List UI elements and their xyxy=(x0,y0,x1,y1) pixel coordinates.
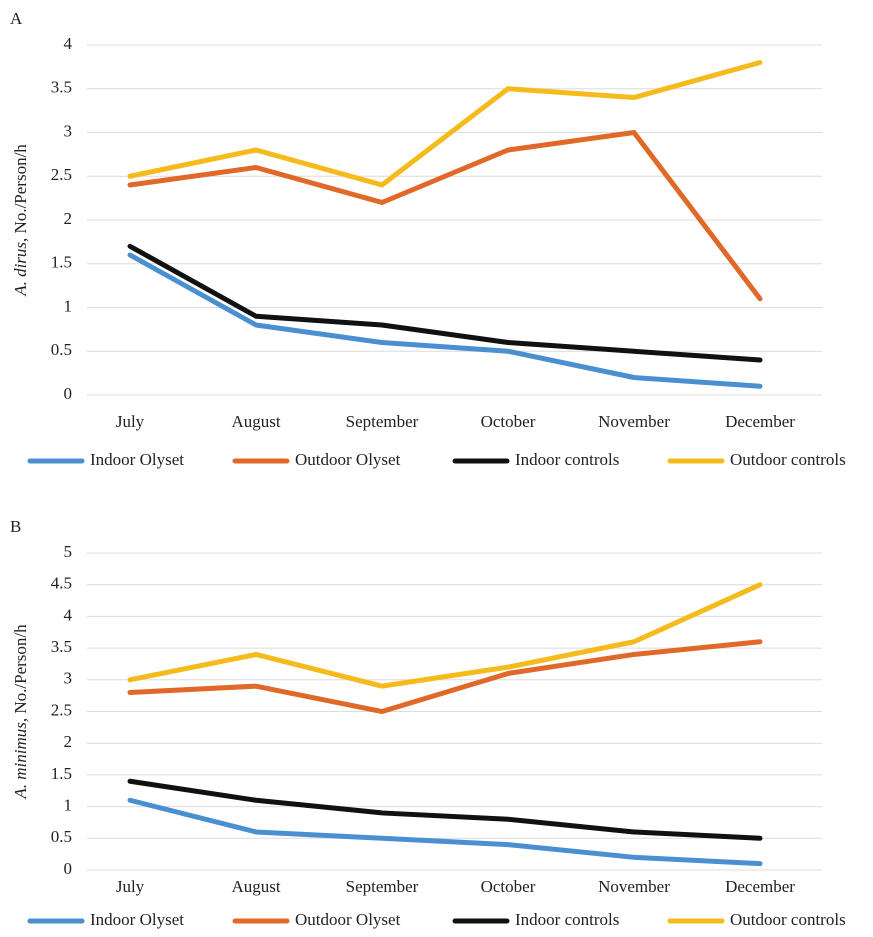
y-axis-label-unit: , No./Person/h xyxy=(11,624,30,722)
y-tick-label: 1 xyxy=(64,296,73,315)
legend-label: Indoor Olyset xyxy=(90,910,184,929)
series-line xyxy=(127,130,763,302)
series-line xyxy=(127,243,763,363)
y-tick-label: 4.5 xyxy=(51,574,72,593)
y-tick-label: 0 xyxy=(64,859,73,878)
x-tick-label: November xyxy=(598,412,670,431)
legend-label: Indoor Olyset xyxy=(90,450,184,469)
y-axis-label-species: A. minimus xyxy=(11,722,30,800)
series-line xyxy=(127,252,763,389)
x-tick-label: August xyxy=(231,412,280,431)
series-line xyxy=(127,60,763,188)
legend-label: Outdoor controls xyxy=(730,910,846,929)
y-axis-label: A. dirus, No./Person/h xyxy=(11,144,30,297)
legend-label: Indoor controls xyxy=(515,910,619,929)
x-tick-label: October xyxy=(481,412,536,431)
series-line xyxy=(127,778,763,841)
y-tick-label: 0.5 xyxy=(51,827,72,846)
y-tick-label: 1 xyxy=(64,796,73,815)
y-tick-label: 0 xyxy=(64,384,73,403)
y-tick-label: 2 xyxy=(64,209,73,228)
x-tick-label: July xyxy=(116,412,145,431)
series-line xyxy=(127,797,763,867)
x-tick-label: November xyxy=(598,877,670,896)
y-tick-label: 1.5 xyxy=(51,764,72,783)
y-tick-label: 1.5 xyxy=(51,253,72,272)
panel-label: B xyxy=(10,517,21,536)
y-tick-label: 3 xyxy=(64,121,73,140)
legend-label: Outdoor controls xyxy=(730,450,846,469)
series-line xyxy=(127,582,763,689)
y-tick-label: 3.5 xyxy=(51,78,72,97)
legend-label: Indoor controls xyxy=(515,450,619,469)
y-tick-label: 2.5 xyxy=(51,700,72,719)
y-tick-label: 2.5 xyxy=(51,165,72,184)
x-tick-label: December xyxy=(725,877,795,896)
panel-label: A xyxy=(10,9,23,28)
x-tick-label: October xyxy=(481,877,536,896)
x-tick-label: December xyxy=(725,412,795,431)
x-tick-label: August xyxy=(231,877,280,896)
y-axis-label-unit: , No./Person/h xyxy=(11,144,30,242)
y-axis-label-species: A. dirus xyxy=(11,242,30,297)
y-axis-label: A. minimus, No./Person/h xyxy=(11,624,30,800)
y-tick-label: 5 xyxy=(64,542,73,561)
legend-label: Outdoor Olyset xyxy=(295,450,401,469)
x-tick-label: July xyxy=(116,877,145,896)
y-tick-label: 0.5 xyxy=(51,340,72,359)
series-line xyxy=(127,639,763,714)
y-tick-label: 2 xyxy=(64,732,73,751)
y-tick-label: 3 xyxy=(64,669,73,688)
y-tick-label: 4 xyxy=(64,34,73,53)
x-tick-label: September xyxy=(346,412,419,431)
legend-label: Outdoor Olyset xyxy=(295,910,401,929)
y-tick-label: 3.5 xyxy=(51,637,72,656)
y-tick-label: 4 xyxy=(64,605,73,624)
x-tick-label: September xyxy=(346,877,419,896)
